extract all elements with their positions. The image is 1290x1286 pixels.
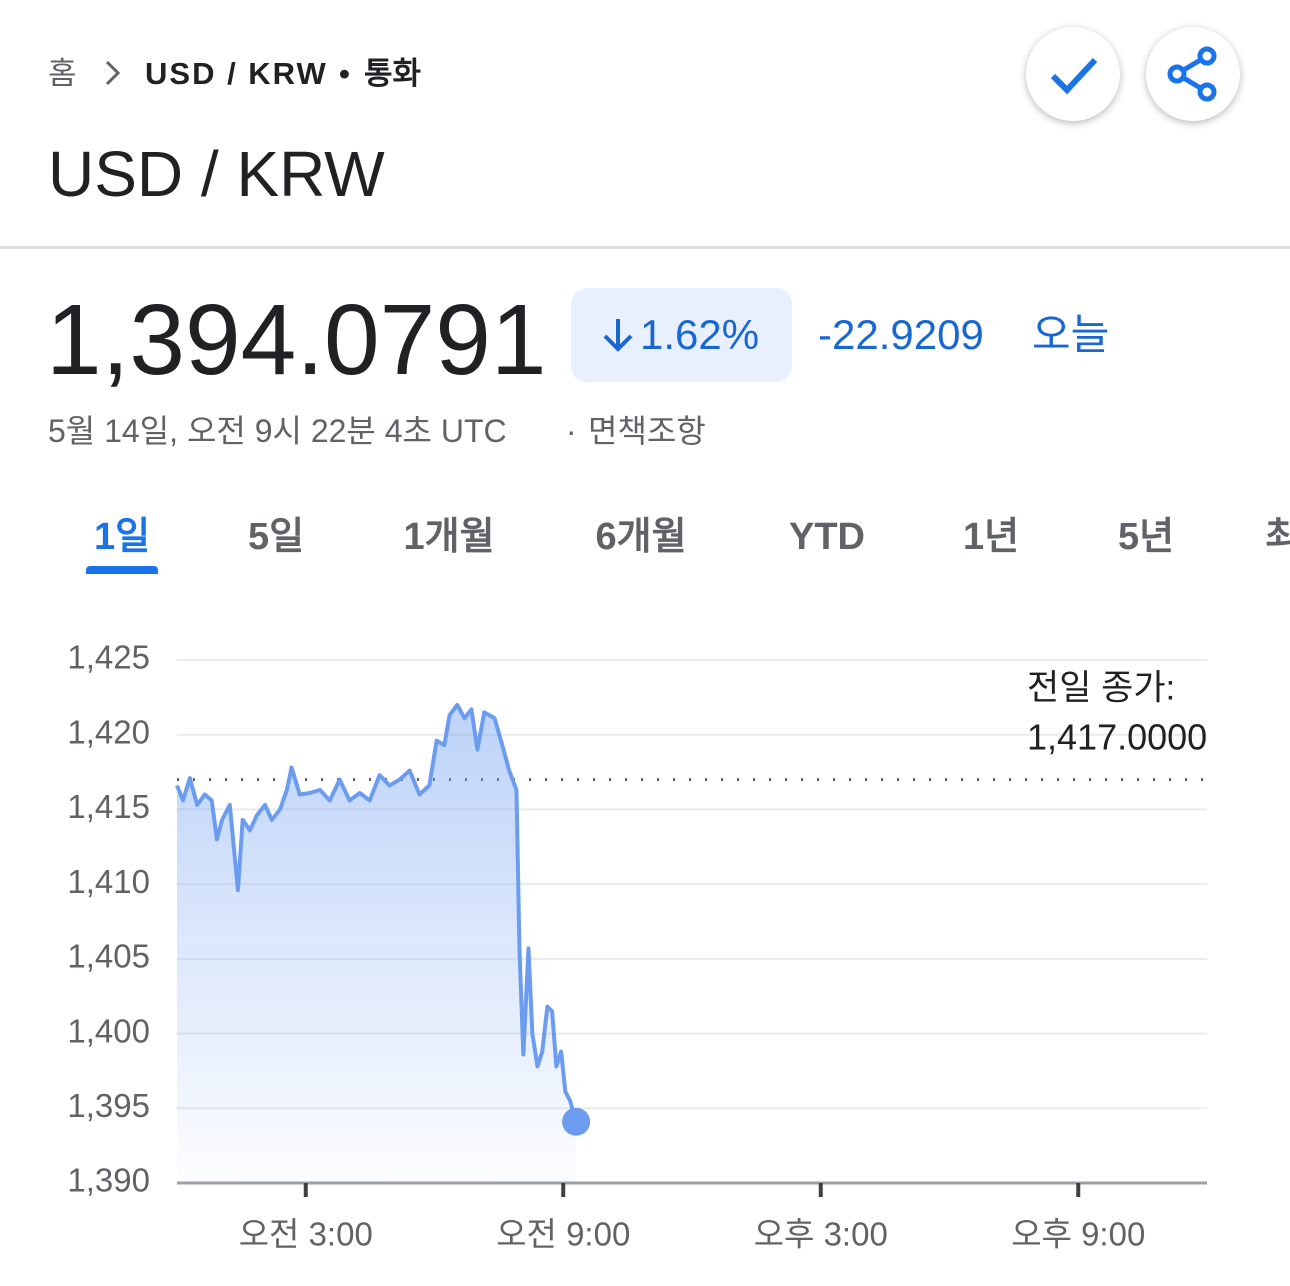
y-tick-label: 1,425 [67,639,150,676]
current-point [562,1107,591,1136]
breadcrumb-current: USD / KRW [145,56,328,91]
price: 1,394.0791 [46,284,547,396]
timestamp: 5월 14일, 오전 9시 22분 4초 UTC [48,413,507,449]
check-icon [1050,57,1098,95]
share-icon [1167,46,1217,102]
breadcrumb-category: 통화 [364,56,422,91]
divider [0,246,1290,249]
line [175,702,579,1123]
y-tick-label: 1,405 [67,938,150,975]
chart: 1,390 1,395 1,400 1,405 1,410 1,415 1,420 1,425… [67,639,1207,1253]
tab[interactable]: 5일 [247,516,305,558]
tab[interactable]: 1개월 [403,516,495,558]
tab[interactable]: 1년 [962,516,1020,558]
tab[interactable]: 6개월 [595,516,687,558]
change-period: 오늘 [1032,311,1110,358]
x-tick-label: 오전 3:00 [239,1216,373,1253]
previous-close-value: 1,417.0000 [1027,717,1207,758]
tab-indicator [86,566,158,574]
previous-close-label: 전일 종가: [1027,668,1175,707]
tab[interactable]: 최대 [1265,516,1290,558]
y-tick-label: 1,400 [67,1012,150,1049]
breadcrumb-separator: • [339,56,350,91]
dot: · [566,413,577,449]
page-title: USD / KRW [48,138,385,210]
y-tick-label: 1,420 [67,713,150,750]
x-tick-label: 오후 9:00 [1011,1216,1145,1253]
y-tick-label: 1,390 [67,1162,150,1199]
change-value: -22.9209 [818,311,984,358]
y-tick-label: 1,415 [67,788,150,825]
share-button[interactable] [1146,27,1240,121]
breadcrumb-home[interactable]: 홈 [48,56,77,91]
x-tick-label: 오후 3:00 [754,1216,888,1253]
x-tick-label: 오전 9:00 [496,1216,630,1253]
change-percent: 1.62% [640,311,760,358]
follow-button[interactable] [1026,27,1120,121]
tab[interactable]: 1일 [93,516,151,558]
down-arrow [603,319,633,352]
chevron [105,60,121,86]
y-tick-label: 1,410 [67,863,150,900]
y-tick-label: 1,395 [67,1087,150,1124]
disclaimer[interactable]: 면책조항 [588,413,706,449]
change-pill [571,288,792,382]
area [177,704,577,1183]
tab[interactable]: 5년 [1117,516,1175,558]
tab[interactable]: YTD [789,516,865,558]
